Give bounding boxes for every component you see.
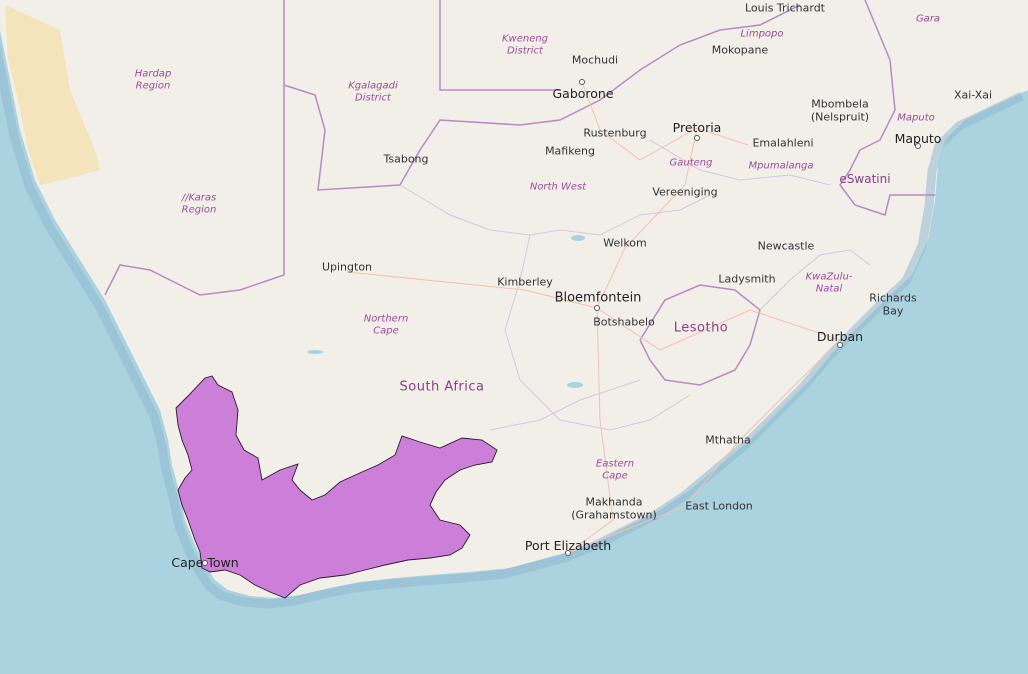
roads xyxy=(346,81,841,554)
label-ladysmith: Ladysmith xyxy=(718,272,776,286)
lake xyxy=(567,382,583,388)
label-louis-trichardt: Louis Trichardt xyxy=(745,1,825,15)
label-emalahleni: Emalahleni xyxy=(752,136,814,150)
label-gaborone: Gaborone xyxy=(552,85,614,101)
label-upington: Upington xyxy=(321,260,373,274)
city-markers xyxy=(202,79,921,566)
label-hardap: Hardap Region xyxy=(134,68,172,92)
label-makhanda: Makhanda (Grahamstown) xyxy=(571,495,657,521)
label-xai-xai: Xai-Xai xyxy=(953,88,993,102)
label-karas: //Karas Region xyxy=(181,192,217,216)
desert-area xyxy=(5,5,100,185)
label-northern-cape: Northern Cape xyxy=(363,313,409,337)
lake xyxy=(307,350,323,354)
label-port-elizabeth: Port Elizabeth xyxy=(524,537,612,553)
label-mbombela: Mbombela (Nelspruit) xyxy=(810,97,870,123)
label-eswatini: eSwatini xyxy=(839,172,891,187)
label-eastern-cape: Eastern Cape xyxy=(595,458,635,482)
label-vereeniging: Vereeniging xyxy=(652,185,718,199)
label-north-west: North West xyxy=(529,181,587,193)
label-durban: Durban xyxy=(816,328,864,344)
label-cape-town: Cape Town xyxy=(171,554,239,570)
label-newcastle: Newcastle xyxy=(757,239,815,253)
label-bloemfontein: Bloemfontein xyxy=(554,290,642,306)
label-botshabelo: Botshabelo xyxy=(593,315,655,329)
label-limpopo: Limpopo xyxy=(740,28,784,40)
label-mpumalanga: Mpumalanga xyxy=(748,160,814,172)
label-gauteng: Gauteng xyxy=(669,157,713,169)
label-mochudi: Mochudi xyxy=(571,53,619,67)
label-pretoria: Pretoria xyxy=(672,119,722,135)
label-maputo-region: Maputo xyxy=(897,112,935,124)
lake xyxy=(571,235,585,241)
label-kgalagadi: Kgalagadi District xyxy=(348,80,398,104)
label-welkom: Welkom xyxy=(603,236,647,250)
label-mafikeng: Mafikeng xyxy=(545,144,595,158)
coastline-shelf xyxy=(0,43,1024,609)
label-gara: Gara xyxy=(915,13,941,25)
label-kimberley: Kimberley xyxy=(497,275,553,289)
label-mokopane: Mokopane xyxy=(711,43,769,57)
label-south-africa: South Africa xyxy=(399,379,485,395)
label-tsabong: Tsabong xyxy=(383,152,429,166)
western-cape-region xyxy=(175,375,498,599)
label-kwazulu-natal: KwaZulu- Natal xyxy=(805,271,853,295)
label-rustenburg: Rustenburg xyxy=(583,126,647,140)
label-richards-bay: Richards Bay xyxy=(869,291,917,317)
label-lesotho: Lesotho xyxy=(673,320,729,336)
label-east-london: East London xyxy=(685,499,753,513)
borders xyxy=(104,0,935,386)
label-mthatha: Mthatha xyxy=(705,433,751,447)
label-maputo: Maputo xyxy=(894,130,942,146)
label-kweneng: Kweneng District xyxy=(501,33,549,57)
province-borders xyxy=(399,139,871,431)
